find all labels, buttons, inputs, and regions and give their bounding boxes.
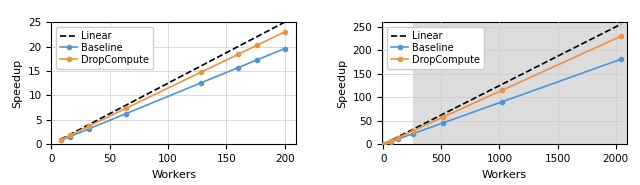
X-axis label: Workers: Workers	[482, 170, 527, 180]
Legend: Linear, Baseline, DropCompute: Linear, Baseline, DropCompute	[56, 27, 153, 69]
Legend: Linear, Baseline, DropCompute: Linear, Baseline, DropCompute	[387, 27, 484, 69]
Y-axis label: Speedup: Speedup	[13, 59, 22, 108]
Bar	[413, 22, 640, 144]
Y-axis label: Speedup: Speedup	[337, 59, 347, 108]
X-axis label: Workers: Workers	[151, 170, 196, 180]
